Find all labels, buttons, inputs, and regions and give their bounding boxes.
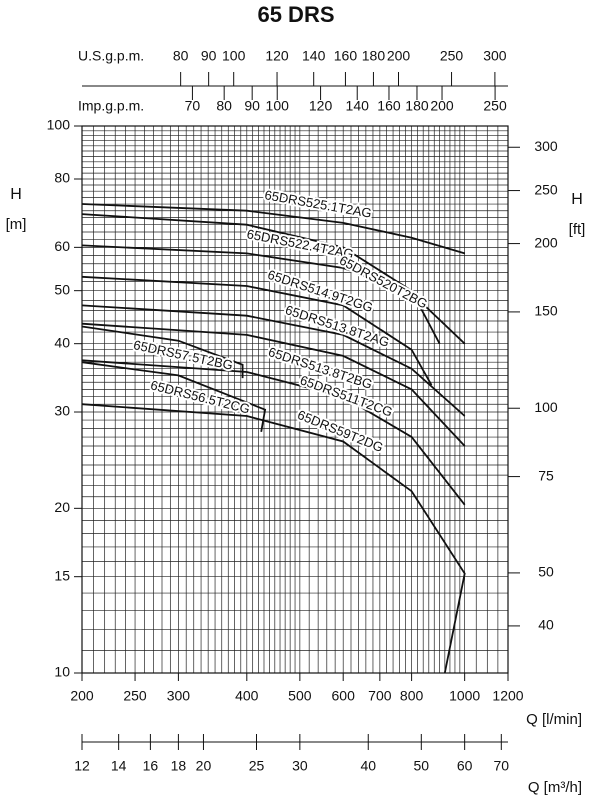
axis-tick-label: 90 [244, 98, 260, 114]
x3-axis-label: Q [m³/h] [528, 779, 582, 796]
x-tick-label: 800 [400, 688, 424, 704]
axis-tick-label: 70 [185, 98, 201, 114]
axis-tick-label: 120 [265, 48, 289, 64]
axis-tick-label: 90 [201, 48, 217, 64]
x-tick-label: 300 [167, 688, 191, 704]
axis-tick-label: 300 [534, 138, 558, 154]
axis-tick-label: 50 [414, 758, 430, 774]
axis-tick-label: 160 [334, 48, 358, 64]
axis-tick-label: 25 [249, 758, 265, 774]
pump-curve [81, 322, 466, 447]
y-tick-label: 30 [54, 403, 70, 419]
axis-tick-label: 250 [483, 98, 507, 114]
pump-curve [81, 275, 433, 386]
axis-tick-label: 80 [173, 48, 189, 64]
x-tick-label: 1200 [492, 688, 523, 704]
axis-tick-label: 200 [534, 234, 558, 250]
x-tick-label: 700 [368, 688, 392, 704]
pump-curve [81, 304, 466, 417]
axis-tick-label: 180 [405, 98, 429, 114]
axis-tick-label: 180 [362, 48, 386, 64]
y-tick-label: 15 [54, 567, 70, 583]
axis-tick-label: 100 [222, 48, 246, 64]
y-tick-label: 10 [54, 664, 70, 680]
plot-frame [81, 125, 509, 674]
axis-tick-label: 160 [377, 98, 401, 114]
axis-tick-label: 40 [360, 758, 376, 774]
axis-tick-label: 12 [74, 758, 90, 774]
y-tick-label: 100 [47, 117, 71, 133]
axis-tick-label: 75 [538, 467, 554, 483]
axis-tick-label: 80 [216, 98, 232, 114]
pump-curve [81, 203, 465, 255]
axis-tick-label: 140 [302, 48, 326, 64]
pump-curve [81, 359, 466, 506]
x-top2-axis-label: Imp.g.p.m. [78, 98, 144, 114]
x-axis-label: Q [l/min] [526, 711, 582, 728]
y-tick-label: 80 [54, 170, 70, 186]
axis-tick-label: 250 [534, 181, 558, 197]
x-tick-label: 1000 [449, 688, 480, 704]
x-tick-label: 250 [123, 688, 147, 704]
chart-title: 65 DRS [257, 2, 334, 27]
axis-tick-label: 14 [111, 758, 127, 774]
axis-tick-label: 70 [494, 758, 510, 774]
y-tick-label: 20 [54, 499, 70, 515]
x-tick-label: 600 [332, 688, 356, 704]
y-axis-unit: [m] [6, 216, 27, 233]
y2-axis-label: H [571, 191, 583, 208]
axis-tick-label: 50 [538, 564, 554, 580]
x-tick-label: 400 [235, 688, 259, 704]
y-tick-label: 60 [54, 238, 70, 254]
axis-tick-label: 200 [387, 48, 411, 64]
pump-curve [81, 361, 267, 432]
axis-tick-label: 150 [534, 303, 558, 319]
pump-curve [81, 403, 466, 674]
y2-axis-unit: [ft] [569, 221, 586, 238]
axis-tick-label: 200 [430, 98, 454, 114]
pump-curve [81, 244, 466, 345]
axis-tick-label: 60 [457, 758, 473, 774]
axis-tick-label: 100 [534, 399, 558, 415]
axis-tick-label: 300 [483, 48, 507, 64]
y-tick-label: 40 [54, 334, 70, 350]
axis-tick-label: 16 [143, 758, 159, 774]
axis-tick-label: 30 [292, 758, 308, 774]
axis-tick-label: 40 [538, 617, 554, 633]
axis-tick-label: 120 [309, 98, 333, 114]
pump-curve [81, 325, 244, 379]
axis-tick-label: 140 [346, 98, 370, 114]
pump-curve [81, 213, 441, 345]
y-tick-label: 50 [54, 281, 70, 297]
x-tick-label: 500 [288, 688, 312, 704]
y-axis-label: H [10, 186, 22, 203]
axis-tick-label: 250 [440, 48, 464, 64]
axis-tick-label: 18 [171, 758, 187, 774]
axis-tick-label: 100 [266, 98, 290, 114]
axis-tick-label: 20 [196, 758, 212, 774]
x-top-axis-label: U.S.g.p.m. [78, 48, 144, 64]
x-tick-label: 200 [70, 688, 94, 704]
